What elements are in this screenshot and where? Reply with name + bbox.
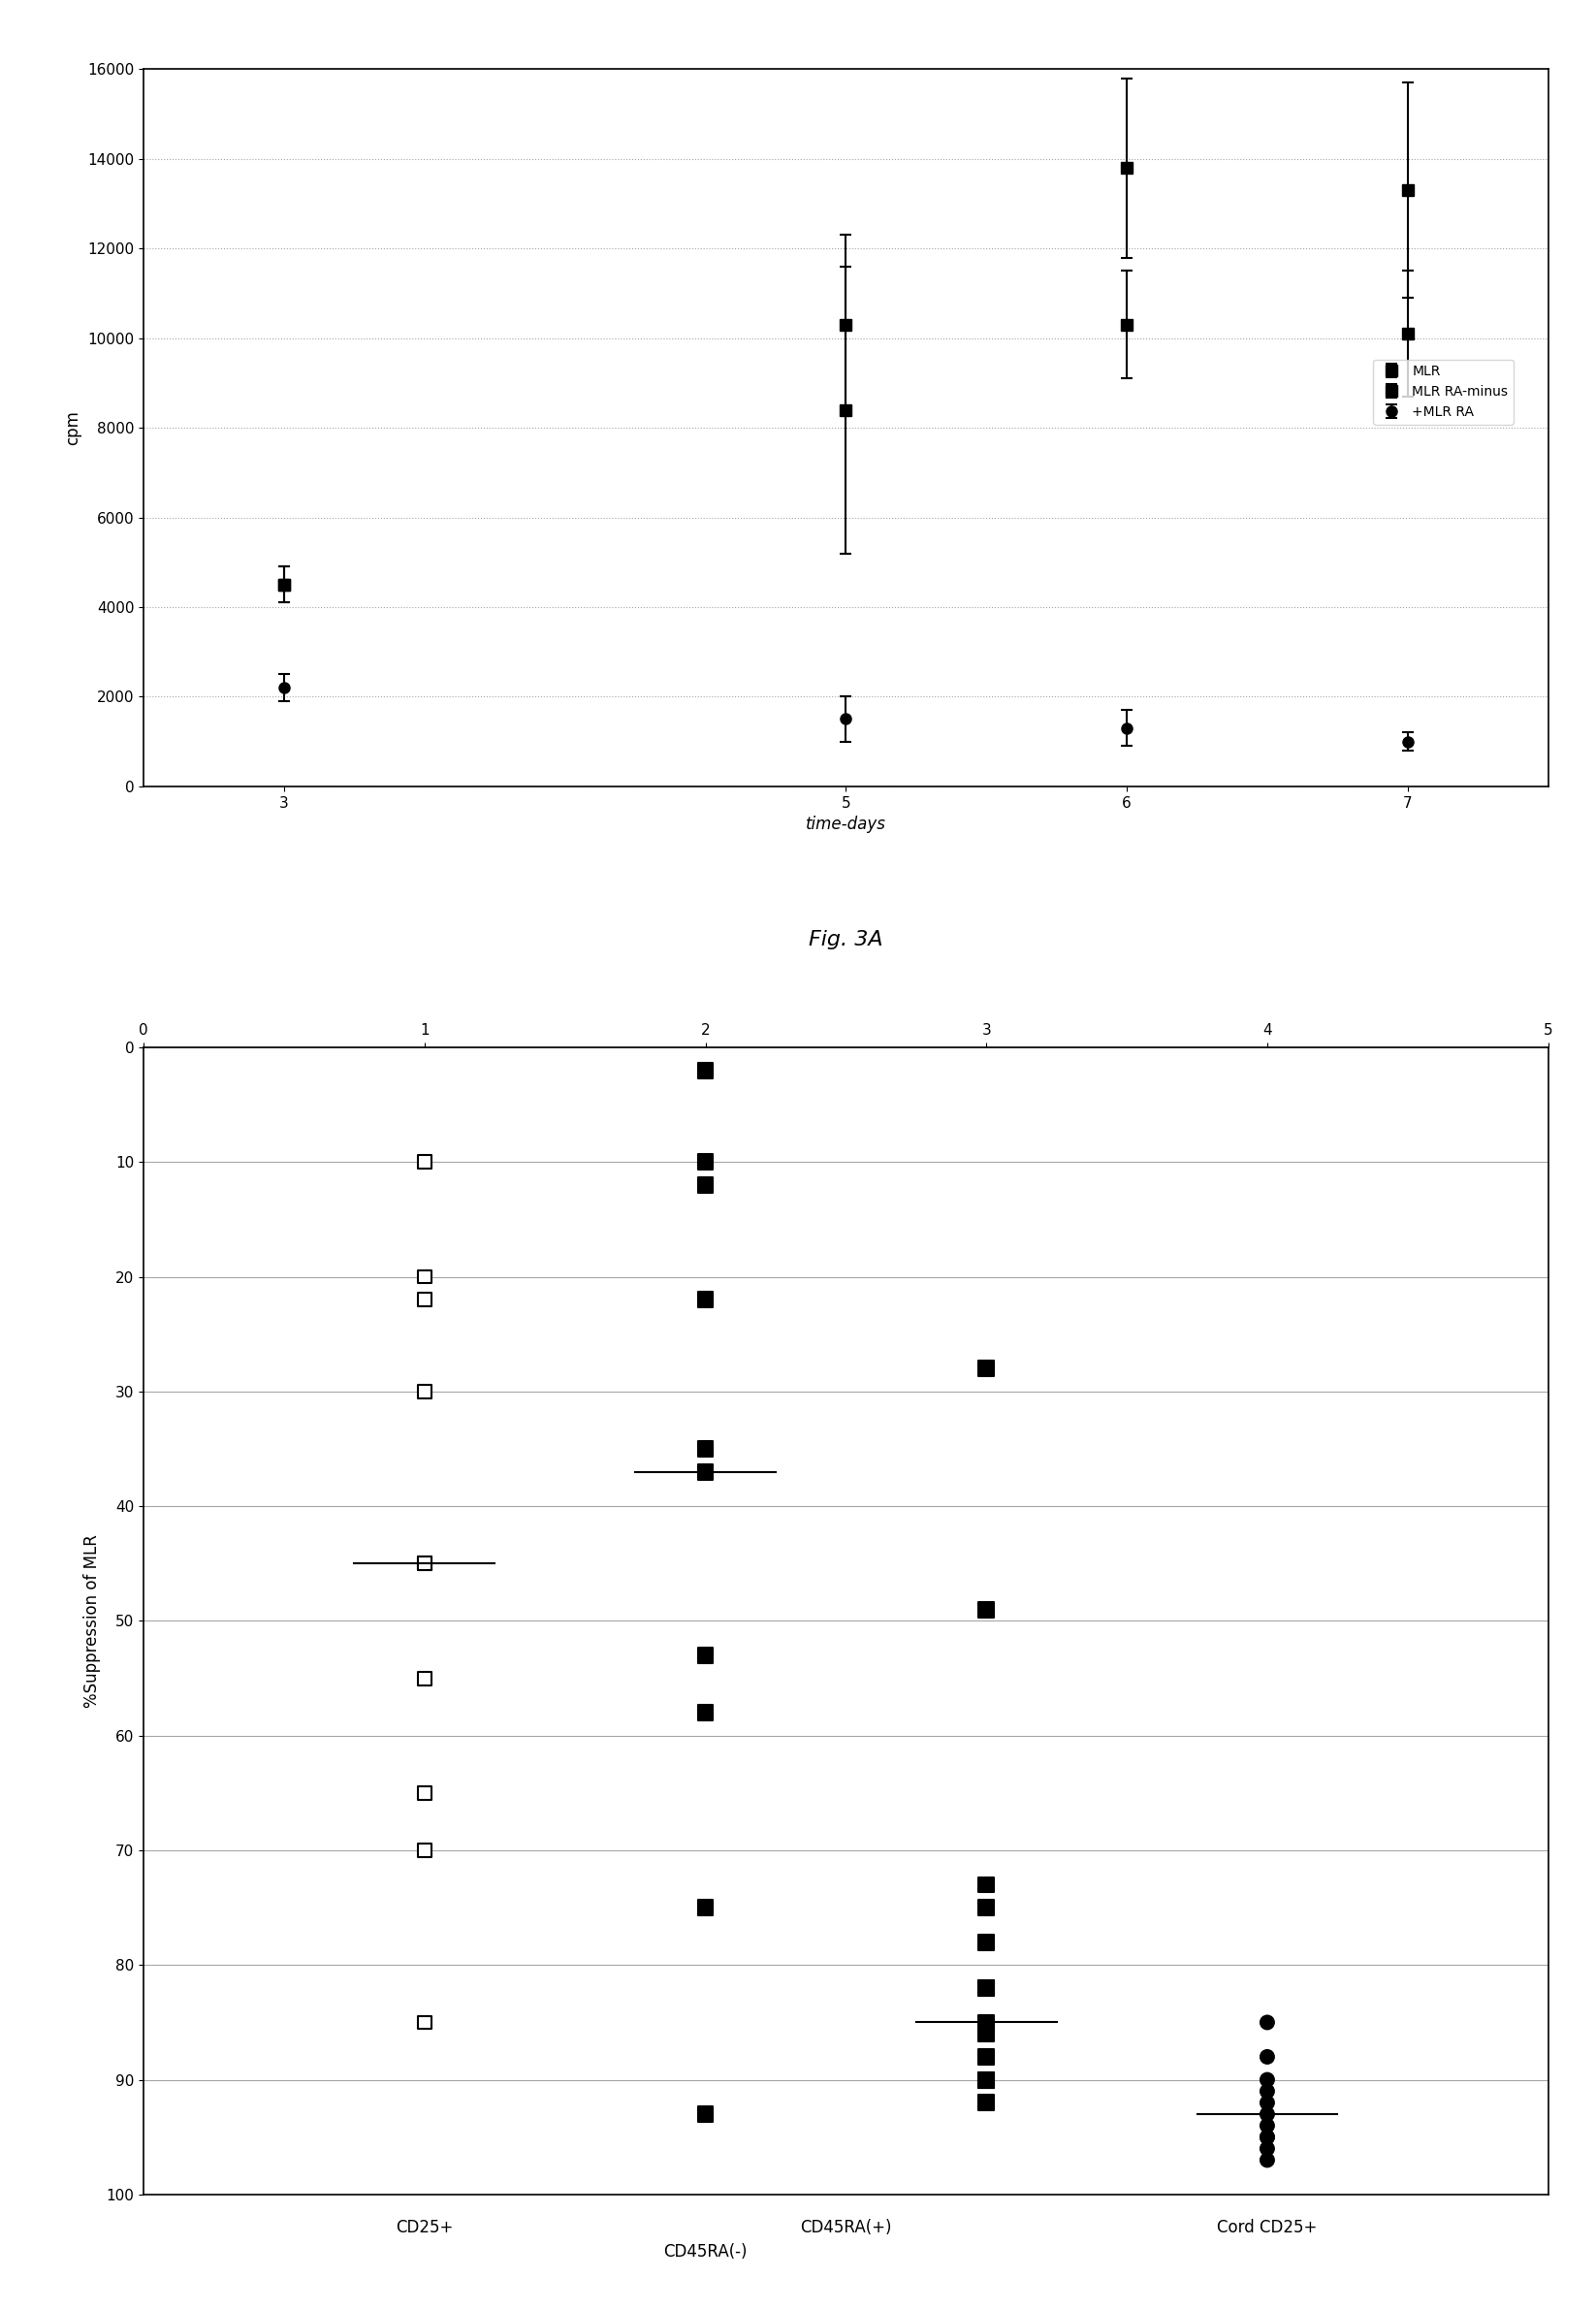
Point	[974, 1592, 999, 1629]
Point	[1254, 2118, 1280, 2155]
Point	[412, 1143, 437, 1180]
Text: CD45RA(-): CD45RA(-)	[664, 2243, 747, 2261]
Point	[693, 1282, 718, 1319]
Y-axis label: cpm: cpm	[64, 411, 81, 446]
Point	[412, 1832, 437, 1869]
Point	[693, 1167, 718, 1204]
Point	[1254, 2005, 1280, 2042]
Point	[693, 1430, 718, 1467]
Point	[1254, 2061, 1280, 2097]
Point	[412, 1372, 437, 1409]
Point	[693, 1143, 718, 1180]
Point	[1254, 2107, 1280, 2144]
Point	[412, 1545, 437, 1582]
Text: Fig. 3A: Fig. 3A	[809, 929, 883, 949]
Legend: MLR, MLR RA-minus, +MLR RA: MLR, MLR RA-minus, +MLR RA	[1373, 360, 1513, 425]
Point	[1254, 2118, 1280, 2155]
Point	[974, 2084, 999, 2121]
Point	[693, 1693, 718, 1730]
Text: CD25+: CD25+	[396, 2218, 453, 2236]
Point	[412, 1259, 437, 1296]
Point	[412, 1661, 437, 1698]
Point	[974, 2061, 999, 2097]
Point	[974, 2061, 999, 2097]
Point	[693, 1453, 718, 1490]
Point	[1254, 2037, 1280, 2074]
Point	[974, 1866, 999, 1903]
Text: Cord CD25+: Cord CD25+	[1218, 2218, 1317, 2236]
Point	[412, 1774, 437, 1811]
Point	[974, 1970, 999, 2007]
Point	[1254, 2084, 1280, 2121]
Point	[974, 2037, 999, 2074]
Point	[693, 1051, 718, 1088]
Point	[974, 1970, 999, 2007]
Point	[693, 2095, 718, 2132]
Point	[974, 2005, 999, 2042]
Point	[693, 1638, 718, 1675]
Y-axis label: %Suppression of MLR: %Suppression of MLR	[83, 1534, 101, 1707]
Point	[974, 1924, 999, 1961]
Point	[412, 1545, 437, 1582]
Point	[974, 1890, 999, 1927]
Point	[412, 2005, 437, 2042]
Text: CD45RA(+): CD45RA(+)	[800, 2218, 892, 2236]
Point	[974, 2014, 999, 2051]
Point	[693, 1890, 718, 1927]
Point	[1254, 2141, 1280, 2178]
Point	[1254, 2130, 1280, 2167]
X-axis label: time-days: time-days	[806, 815, 886, 834]
Point	[412, 1282, 437, 1319]
Point	[1254, 2095, 1280, 2132]
Point	[974, 1349, 999, 1386]
Point	[1254, 2072, 1280, 2109]
